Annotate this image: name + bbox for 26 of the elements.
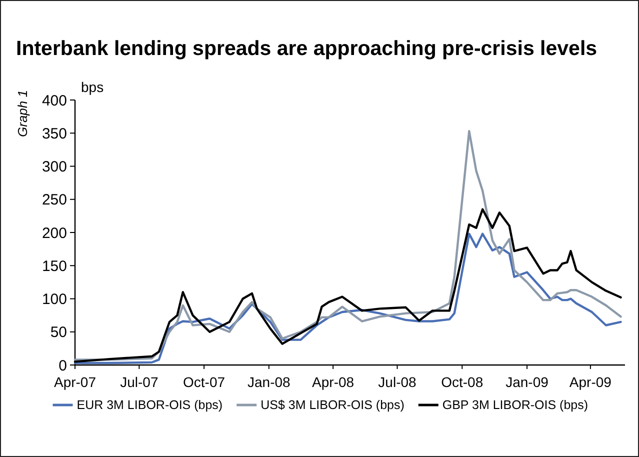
chart-title: Interbank lending spreads are approaching pre-crisis levels xyxy=(16,37,598,60)
x-tick-label: Jan-09 xyxy=(506,374,549,390)
x-tick-label: Oct-08 xyxy=(441,374,484,390)
y-tick-label: 200 xyxy=(42,224,67,242)
caption: Graph 1 xyxy=(15,90,30,137)
y-tick-label: 300 xyxy=(42,158,67,176)
x-tick-label: Jul-07 xyxy=(120,374,158,390)
line-series xyxy=(74,130,622,361)
line-series xyxy=(74,232,622,364)
x-tick-label: Jan-08 xyxy=(248,374,291,390)
legend-label: EUR 3M LIBOR-OIS (bps) xyxy=(76,398,223,412)
y-tick-label: 150 xyxy=(42,258,67,275)
x-tick-label: Apr-08 xyxy=(312,374,354,390)
x-tick-label: Apr-07 xyxy=(54,374,96,390)
y-axis-title: bps xyxy=(81,79,104,95)
y-tick-label: 250 xyxy=(42,192,67,209)
y-tick-label: 400 xyxy=(42,92,67,110)
x-tick-label: Jul-08 xyxy=(378,374,417,390)
y-tick-label: 0 xyxy=(58,357,67,374)
legend-label: US$ 3M LIBOR-OIS (bps) xyxy=(260,398,404,412)
y-tick-label: 50 xyxy=(50,324,67,342)
y-tick-label: 100 xyxy=(42,291,67,308)
x-tick-label: Apr-09 xyxy=(569,374,612,390)
x-tick-label: Oct-07 xyxy=(183,374,226,390)
y-tick-label: 350 xyxy=(42,125,67,142)
legend-label: GBP 3M LIBOR-OIS (bps) xyxy=(442,398,588,412)
